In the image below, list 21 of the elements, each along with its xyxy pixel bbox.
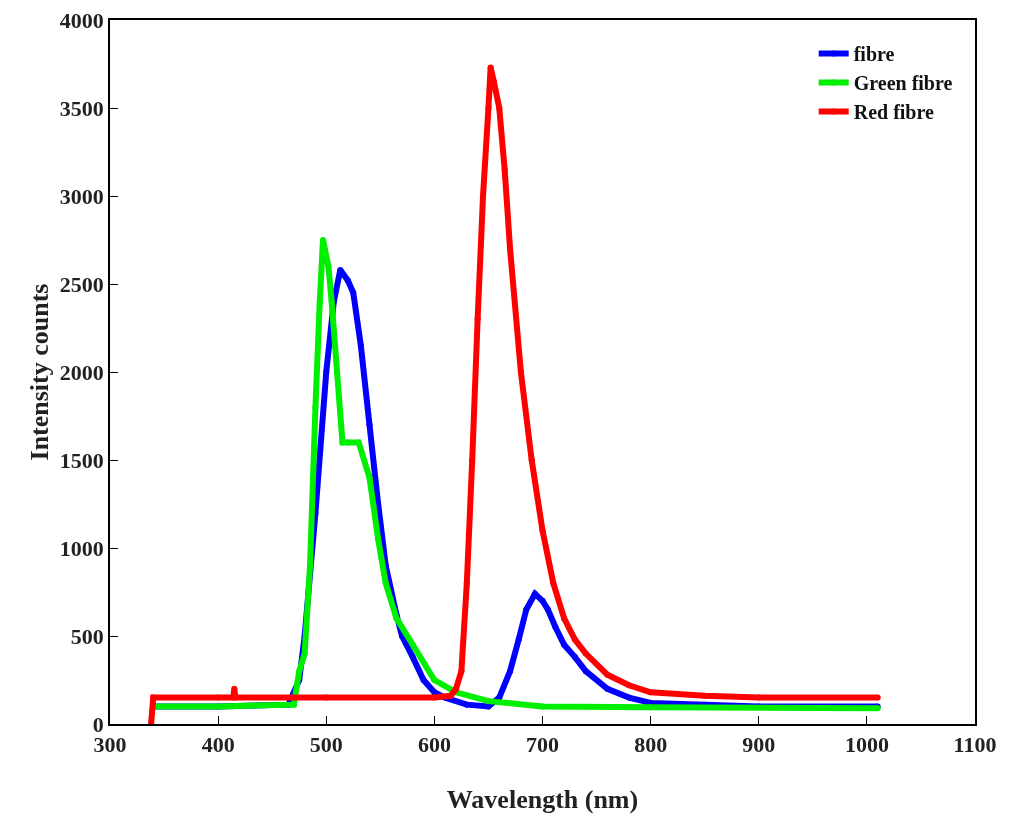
x-axis-title: Wavelength (nm) <box>446 785 639 814</box>
x-tick-label: 500 <box>309 732 343 758</box>
y-tick-label: 500 <box>70 623 104 649</box>
x-tick-label: 700 <box>526 732 559 758</box>
x-tick-label: 1000 <box>844 732 889 758</box>
y-tick-label: 3000 <box>59 183 104 209</box>
x-tick-label: 800 <box>634 732 668 758</box>
legend-label: fibre <box>853 43 895 66</box>
x-tick-label: 600 <box>417 732 451 758</box>
x-tick-label: 400 <box>201 732 235 758</box>
legend-label: Green fibre <box>853 72 953 95</box>
y-tick-label: 1500 <box>59 447 104 473</box>
y-tick-label: 2000 <box>59 359 104 385</box>
y-tick-label: 2500 <box>59 271 104 297</box>
x-tick-label: 900 <box>742 732 776 758</box>
y-tick-label: 3500 <box>59 95 104 121</box>
legend-label: Red fibre <box>853 101 934 124</box>
x-tick-label: 1100 <box>953 732 997 758</box>
y-tick-label: 4000 <box>59 7 104 33</box>
y-tick-label: 1000 <box>59 535 104 561</box>
y-axis-title: Intensity counts <box>24 283 54 461</box>
